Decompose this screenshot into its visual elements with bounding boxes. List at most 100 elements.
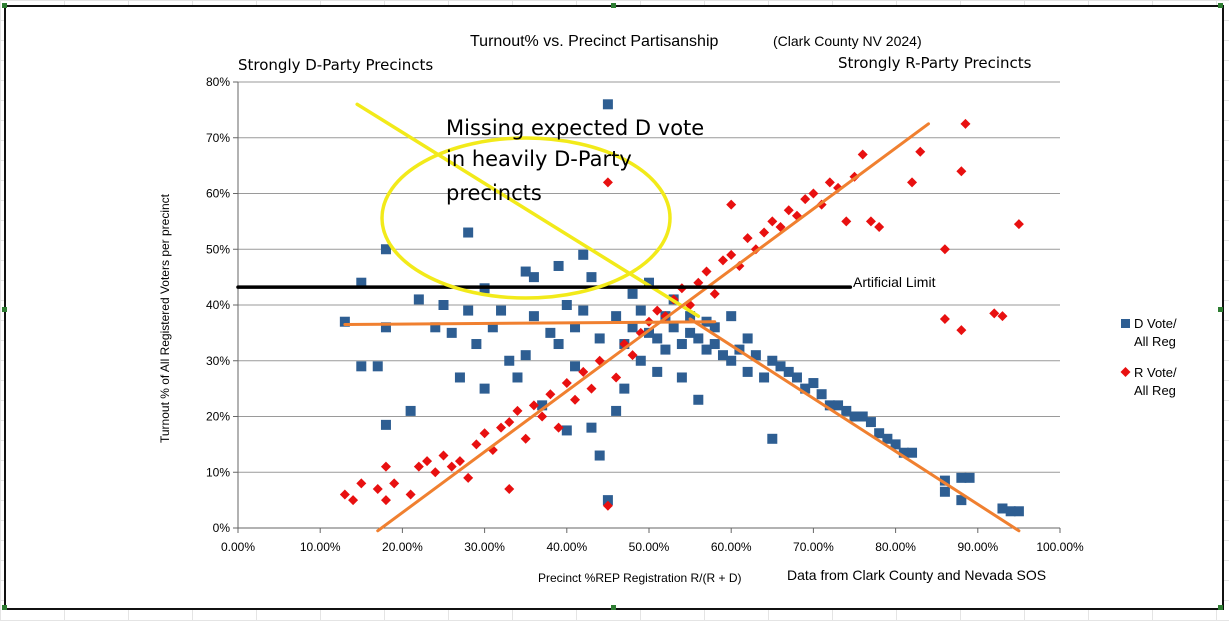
- point-d: [676, 339, 687, 350]
- y-tick-label: 0%: [213, 521, 231, 535]
- resize-handle-bottom-left[interactable]: [2, 605, 7, 610]
- point-d: [430, 322, 441, 333]
- point-d: [380, 244, 391, 255]
- point-r: [348, 495, 359, 506]
- point-r: [717, 255, 728, 266]
- point-r: [701, 266, 712, 277]
- trend-line-d-flat: [343, 320, 717, 327]
- point-d: [701, 344, 712, 355]
- y-tick-label: 60%: [206, 187, 230, 201]
- legend-d-marker: [1121, 319, 1130, 328]
- point-r: [1013, 219, 1024, 230]
- missing-vote-line-1: Missing expected D vote: [446, 116, 704, 140]
- point-r: [997, 311, 1008, 322]
- y-axis-label: Turnout % of All Registered Voters per p…: [158, 193, 172, 443]
- point-d: [1005, 506, 1016, 517]
- point-r: [372, 483, 383, 494]
- point-d: [816, 389, 827, 400]
- chart-subtitle: (Clark County NV 2024): [773, 33, 922, 49]
- legend: D Vote/ All Reg R Vote/ All Reg: [1120, 316, 1177, 398]
- point-d: [1013, 506, 1024, 517]
- point-r: [512, 405, 523, 416]
- y-tick-label: 10%: [206, 465, 230, 479]
- point-r: [553, 422, 564, 433]
- artificial-limit-label: Artificial Limit: [853, 274, 936, 290]
- point-d: [997, 503, 1008, 514]
- point-d: [578, 249, 589, 260]
- point-r: [405, 489, 416, 500]
- point-r: [693, 277, 704, 288]
- point-r: [471, 439, 482, 450]
- point-d: [939, 475, 950, 486]
- point-d: [775, 361, 786, 372]
- x-tick-label: 90.00%: [957, 540, 998, 554]
- resize-handle-top-center[interactable]: [611, 3, 616, 8]
- point-d: [602, 495, 613, 506]
- point-d: [471, 339, 482, 350]
- point-d: [602, 99, 613, 110]
- point-d: [570, 322, 581, 333]
- point-d: [504, 355, 515, 366]
- point-r: [578, 366, 589, 377]
- point-r: [939, 244, 950, 255]
- point-d: [561, 425, 572, 436]
- point-d: [742, 333, 753, 344]
- point-d: [824, 400, 835, 411]
- point-r: [570, 394, 581, 405]
- point-r: [611, 372, 622, 383]
- point-d: [841, 405, 852, 416]
- point-r: [602, 500, 613, 511]
- y-tick-label: 20%: [206, 410, 230, 424]
- y-tick-label: 30%: [206, 354, 230, 368]
- point-d: [964, 472, 975, 483]
- legend-d-label-line-1: D Vote/: [1134, 316, 1177, 331]
- legend-r-marker: [1120, 367, 1131, 377]
- resize-handle-bottom-center[interactable]: [611, 605, 616, 610]
- x-axis-label: Precinct %REP Registration R/(R + D): [538, 571, 742, 585]
- point-d: [380, 322, 391, 333]
- point-d: [512, 372, 523, 383]
- point-d: [742, 366, 753, 377]
- point-r: [413, 461, 424, 472]
- y-tick-labels: 0% 10% 20% 30% 40% 50% 60% 70% 80%: [206, 75, 230, 535]
- point-r: [463, 472, 474, 483]
- point-d: [726, 355, 737, 366]
- x-tick-label: 0.00%: [221, 540, 255, 554]
- resize-handle-middle-right[interactable]: [1218, 307, 1223, 312]
- point-d: [528, 311, 539, 322]
- point-r: [504, 417, 515, 428]
- resize-handle-middle-left[interactable]: [2, 307, 7, 312]
- point-r: [389, 478, 400, 489]
- point-d: [627, 288, 638, 299]
- point-d: [668, 322, 679, 333]
- point-d: [594, 333, 605, 344]
- point-d: [635, 355, 646, 366]
- point-r: [956, 325, 967, 336]
- point-r: [627, 350, 638, 361]
- point-r: [561, 378, 572, 389]
- x-tick-label: 100.00%: [1036, 540, 1084, 554]
- point-r: [454, 456, 465, 467]
- point-d: [356, 361, 367, 372]
- point-d: [767, 433, 778, 444]
- point-r: [545, 389, 556, 400]
- point-d: [446, 327, 457, 338]
- series-d-vote: [339, 99, 1024, 517]
- resize-handle-top-right[interactable]: [1218, 3, 1223, 8]
- series-r-vote: [339, 118, 1024, 511]
- chart-title: Turnout% vs. Precinct Partisanship: [470, 33, 719, 50]
- resize-handle-bottom-right[interactable]: [1218, 605, 1223, 610]
- point-d: [496, 305, 507, 316]
- point-d: [463, 305, 474, 316]
- point-r: [726, 249, 737, 260]
- legend-d-label-line-2: All Reg: [1134, 334, 1176, 349]
- point-r: [709, 288, 720, 299]
- point-r: [783, 205, 794, 216]
- point-d: [939, 486, 950, 497]
- x-tick-label: 60.00%: [711, 540, 752, 554]
- right-header: Strongly R-Party Precincts: [838, 54, 1032, 72]
- point-d: [849, 411, 860, 422]
- source-note: Data from Clark County and Nevada SOS: [787, 567, 1046, 583]
- point-r: [479, 428, 490, 439]
- resize-handle-top-left[interactable]: [2, 3, 7, 8]
